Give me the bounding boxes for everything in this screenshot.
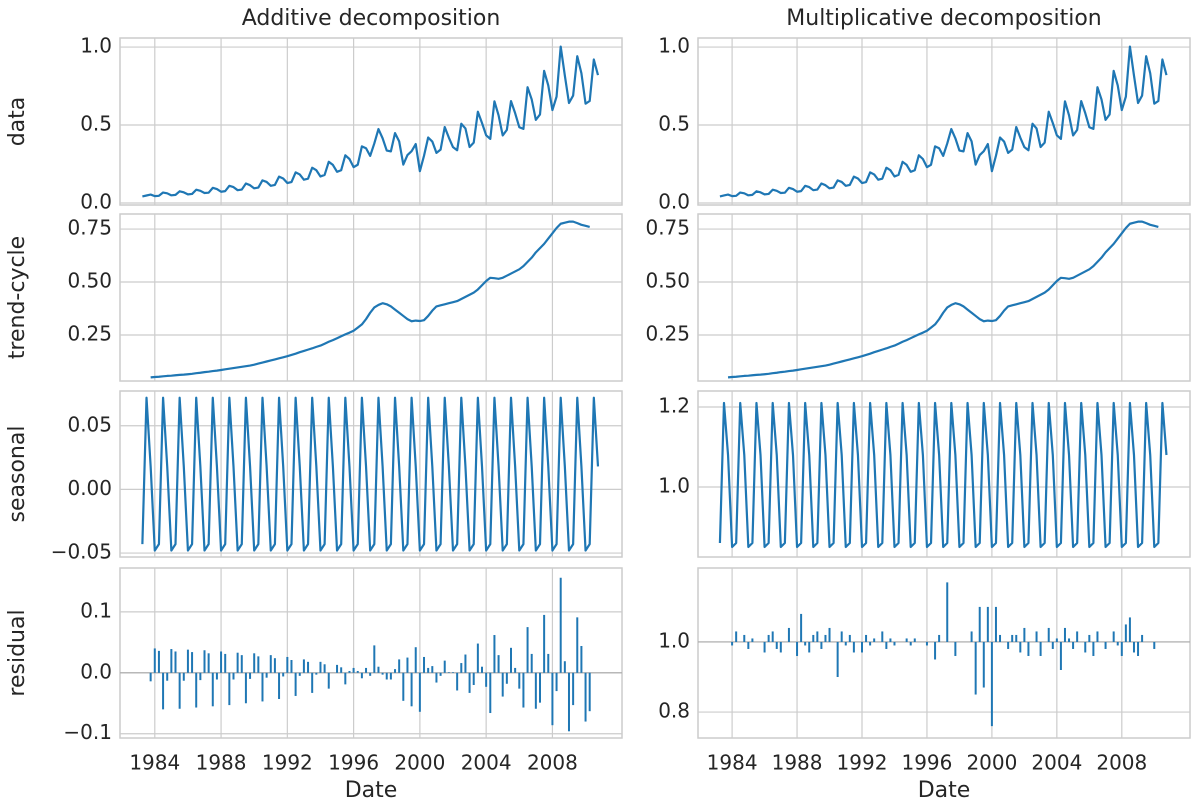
x-axis-label: Date [918, 778, 971, 803]
y-tick-label: 1.0 [658, 628, 690, 652]
y-axis-label: residual [5, 609, 30, 696]
y-tick-label: −0.05 [51, 540, 112, 564]
x-tick-label: 2008 [1096, 751, 1147, 775]
y-tick-label: 0.75 [67, 216, 112, 240]
y-tick-label: 0.5 [80, 112, 112, 136]
y-tick-label: 1.0 [80, 34, 112, 58]
x-tick-label: 1992 [837, 751, 888, 775]
series-line [718, 401, 1168, 549]
axes-frame [119, 567, 623, 739]
series-line [727, 220, 1159, 379]
axes-frame [697, 567, 1191, 739]
subplot: 1.0 1.2 [658, 390, 1191, 558]
subplot: −0.05 0.00 0.05 seasonal [5, 390, 623, 564]
series-line [150, 220, 590, 379]
y-tick-label: 0.0 [80, 659, 112, 683]
x-tick-label: 1996 [328, 751, 379, 775]
x-tick-label: 2000 [394, 751, 445, 775]
series-line [142, 45, 600, 198]
y-tick-label: 0.05 [67, 412, 112, 436]
axes-frame [119, 213, 623, 382]
y-axis-label: seasonal [5, 426, 30, 523]
y-tick-label: −0.1 [63, 720, 112, 744]
y-tick-label: 0.00 [67, 476, 112, 500]
y-tick-label: 0.50 [67, 269, 112, 293]
x-tick-label: 1984 [707, 751, 758, 775]
x-tick-label: 1992 [262, 751, 313, 775]
subplot: 0.8 1.0 1984 1988 1992 1996 2000 2004 2008 Date [658, 567, 1191, 803]
x-tick-label: 1984 [129, 751, 180, 775]
y-tick-label: 0.5 [658, 112, 690, 136]
subplot: 0.0 0.5 1.0 data [5, 34, 623, 213]
axes-frame [119, 390, 623, 558]
y-tick-label: 1.0 [658, 474, 690, 498]
x-tick-label: 1988 [196, 751, 247, 775]
subplot: 0.25 0.50 0.75 [645, 213, 1191, 382]
axes-frame [697, 390, 1191, 558]
y-tick-label: 1.2 [658, 394, 690, 418]
y-tick-label: 0.75 [645, 216, 690, 240]
y-tick-label: 0.1 [80, 598, 112, 622]
y-tick-label: 0.8 [658, 699, 690, 723]
y-tick-label: 0.50 [645, 269, 690, 293]
x-axis-label: Date [345, 778, 398, 803]
x-tick-label: 2008 [527, 751, 578, 775]
y-axis-label: trend-cycle [5, 236, 30, 359]
subplot: −0.1 0.0 0.1 residual 1984 1988 1992 1996 2000 20… [5, 567, 623, 803]
y-tick-label: 0.0 [658, 189, 690, 213]
axes-frame [697, 37, 1191, 206]
subplot-title: Additive decomposition [242, 6, 501, 31]
x-tick-label: 1996 [901, 751, 952, 775]
x-tick-label: 1988 [772, 751, 823, 775]
y-tick-label: 0.0 [80, 189, 112, 213]
series-line [141, 396, 600, 552]
y-tick-label: 1.0 [658, 34, 690, 58]
subplot: 0.0 0.5 1.0 [658, 34, 1191, 213]
y-tick-label: 0.25 [645, 322, 690, 346]
axes-frame [697, 213, 1191, 382]
axes-frame [119, 37, 623, 206]
x-tick-label: 2004 [1031, 751, 1082, 775]
x-tick-label: 2000 [966, 751, 1017, 775]
subplot-title: Multiplicative decomposition [786, 6, 1101, 31]
x-tick-label: 2004 [461, 751, 512, 775]
y-axis-label: data [5, 97, 30, 147]
series-line [719, 45, 1168, 198]
subplot: 0.25 0.50 0.75 trend-cycle [5, 213, 623, 382]
y-tick-label: 0.25 [67, 322, 112, 346]
